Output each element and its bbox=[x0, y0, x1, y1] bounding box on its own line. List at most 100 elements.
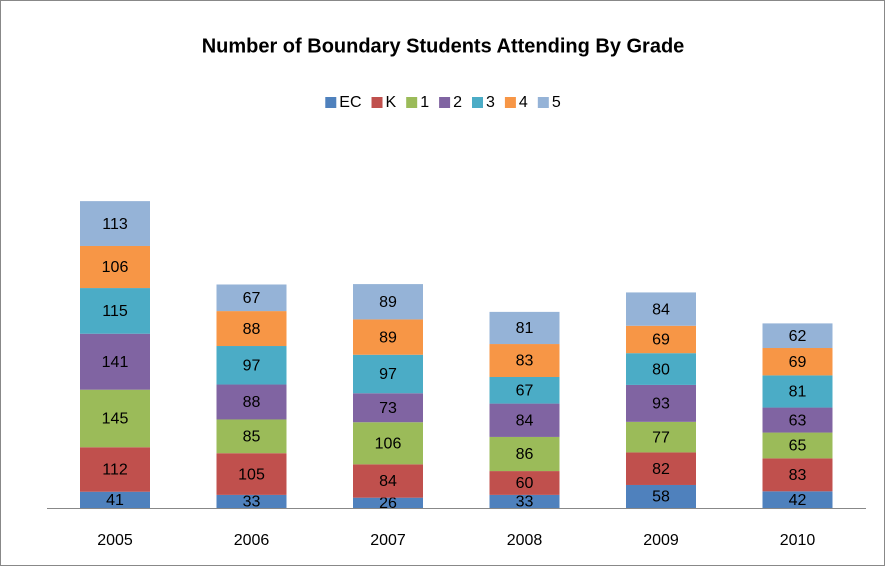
bar-segment bbox=[762, 458, 833, 492]
bar-segment bbox=[762, 491, 833, 508]
legend-swatch bbox=[325, 97, 337, 108]
data-label: 88 bbox=[243, 394, 261, 411]
data-label: 112 bbox=[102, 462, 128, 479]
bar-segment bbox=[80, 288, 150, 334]
bar-segment bbox=[216, 419, 287, 454]
bar-segment bbox=[626, 452, 696, 485]
bar-segment bbox=[762, 407, 833, 433]
bar-segment bbox=[80, 201, 150, 246]
data-label: 106 bbox=[375, 436, 402, 453]
data-label: 41 bbox=[106, 492, 124, 509]
data-label: 63 bbox=[789, 412, 807, 429]
bar-segment bbox=[216, 494, 287, 508]
bar-segment bbox=[353, 464, 423, 498]
data-label: 145 bbox=[102, 411, 129, 428]
data-label: 81 bbox=[789, 384, 807, 401]
bar-segment bbox=[80, 491, 150, 508]
data-label: 73 bbox=[379, 400, 397, 417]
data-label: 105 bbox=[238, 466, 265, 483]
bar-segment bbox=[762, 432, 833, 459]
bar-segment bbox=[626, 421, 696, 453]
data-label: 67 bbox=[516, 383, 534, 400]
data-label: 115 bbox=[102, 303, 128, 320]
bar-segment bbox=[216, 346, 287, 385]
data-label: 62 bbox=[789, 328, 807, 345]
bar-segment bbox=[353, 422, 423, 465]
data-label: 60 bbox=[516, 475, 534, 492]
legend-swatch bbox=[504, 97, 516, 108]
x-tick-label: 2007 bbox=[370, 532, 406, 549]
legend-swatch bbox=[537, 97, 549, 108]
bar-segment bbox=[762, 375, 833, 408]
data-label: 89 bbox=[379, 294, 397, 311]
bar-segment bbox=[216, 384, 287, 420]
bar-segment bbox=[489, 403, 560, 437]
bar-segment bbox=[489, 471, 560, 495]
data-label: 86 bbox=[516, 446, 534, 463]
data-label: 58 bbox=[652, 489, 670, 506]
data-label: 77 bbox=[652, 429, 670, 446]
bar-segment bbox=[626, 292, 696, 326]
legend-label: 5 bbox=[552, 94, 561, 111]
bar-segment bbox=[216, 284, 287, 312]
bar-segment bbox=[626, 353, 696, 385]
legend-label: 1 bbox=[420, 94, 429, 111]
bar-segment bbox=[762, 323, 833, 349]
x-tick-label: 2010 bbox=[780, 532, 816, 549]
data-label: 82 bbox=[652, 461, 670, 478]
bar-segment bbox=[353, 497, 423, 508]
bar-segment bbox=[626, 484, 696, 508]
bar-segment bbox=[216, 311, 287, 347]
data-label: 33 bbox=[516, 494, 534, 511]
bar-segment bbox=[489, 436, 560, 472]
legend-swatch bbox=[371, 97, 383, 108]
bar-segment bbox=[489, 311, 560, 345]
data-label: 85 bbox=[243, 429, 261, 446]
legend-label: 4 bbox=[519, 94, 528, 111]
legend-label: 3 bbox=[486, 94, 495, 111]
data-label: 84 bbox=[652, 301, 670, 318]
legend-label: EC bbox=[339, 94, 361, 111]
bar-segment bbox=[80, 389, 150, 448]
bar-segment bbox=[80, 447, 150, 492]
x-tick-label: 2005 bbox=[97, 532, 133, 549]
bar-segment bbox=[80, 333, 150, 390]
data-label: 26 bbox=[379, 495, 397, 512]
bar-segment bbox=[80, 245, 150, 289]
legend-swatch bbox=[406, 97, 418, 108]
bar-segment bbox=[489, 494, 560, 508]
data-label: 97 bbox=[379, 366, 397, 383]
data-label: 80 bbox=[652, 361, 670, 378]
data-label: 81 bbox=[516, 320, 534, 337]
bar-segment bbox=[489, 376, 560, 404]
bar-segment bbox=[762, 348, 833, 376]
bar-segment bbox=[353, 354, 423, 394]
data-label: 83 bbox=[789, 467, 807, 484]
bar-segment bbox=[626, 325, 696, 354]
x-tick-label: 2008 bbox=[507, 532, 543, 549]
bar-segment bbox=[216, 453, 287, 495]
chart-title: Number of Boundary Students Attending By… bbox=[202, 35, 685, 57]
data-label: 65 bbox=[789, 438, 807, 455]
data-label: 69 bbox=[652, 332, 670, 349]
x-tick-label: 2009 bbox=[643, 532, 679, 549]
data-label: 97 bbox=[243, 357, 261, 374]
bar-segment bbox=[489, 344, 560, 377]
data-label: 113 bbox=[102, 216, 128, 233]
legend-swatch bbox=[472, 97, 483, 108]
bar-segment bbox=[353, 393, 423, 423]
data-label: 67 bbox=[243, 290, 261, 307]
legend-swatch bbox=[439, 97, 451, 108]
data-label: 141 bbox=[102, 354, 129, 371]
legend-label: K bbox=[386, 94, 397, 111]
x-tick-label: 2006 bbox=[234, 532, 270, 549]
data-label: 88 bbox=[243, 321, 261, 338]
bar-segment bbox=[626, 384, 696, 422]
data-label: 33 bbox=[243, 494, 261, 511]
data-label: 69 bbox=[789, 354, 807, 371]
data-label: 106 bbox=[102, 259, 129, 276]
bar-segment bbox=[353, 284, 423, 320]
data-label: 84 bbox=[516, 412, 534, 429]
data-label: 42 bbox=[789, 492, 807, 509]
